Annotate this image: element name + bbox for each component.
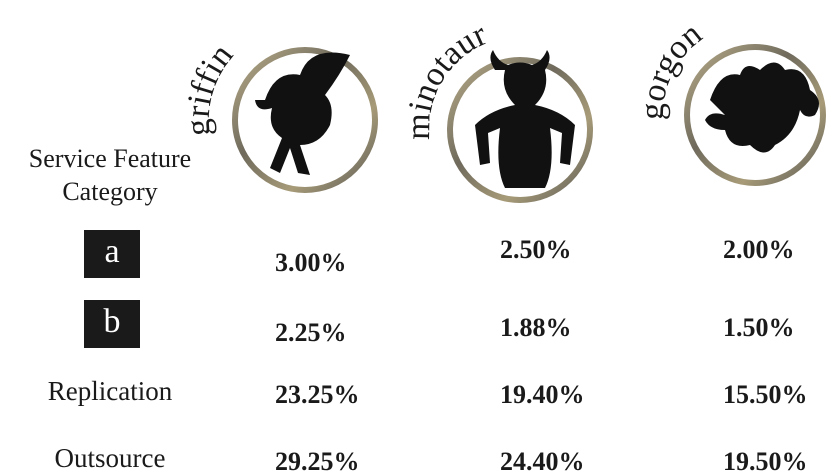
gorgon-badge: [684, 44, 826, 186]
value-cell: 1.88%: [500, 313, 572, 342]
row-label: Replication: [47, 376, 173, 406]
value-cell: 3.00%: [275, 248, 347, 277]
column-header-text: griffin: [180, 37, 241, 137]
category-header: Service Feature Category: [28, 144, 192, 206]
column-header: griffin: [180, 37, 241, 137]
value-cell: 19.40%: [500, 380, 585, 409]
value-cell: 2.50%: [500, 235, 572, 264]
value-cell: 1.50%: [723, 313, 795, 342]
row-label: Outsource: [54, 443, 166, 473]
value-cell: 2.00%: [723, 235, 795, 264]
value-cell: 24.40%: [500, 447, 585, 475]
minotaur-badge: [447, 50, 593, 203]
value-cell: 29.25%: [275, 447, 360, 475]
row-label-box: b: [84, 300, 140, 348]
value-cell: 15.50%: [723, 380, 808, 409]
row-label-box: a: [84, 230, 140, 278]
value-cell: 2.25%: [275, 318, 347, 347]
value-cell: 23.25%: [275, 380, 360, 409]
value-cell: 19.50%: [723, 447, 808, 475]
griffin-badge: [232, 47, 378, 193]
